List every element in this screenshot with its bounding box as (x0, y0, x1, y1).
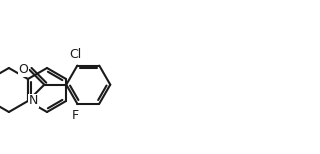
Text: N: N (29, 95, 38, 107)
Text: O: O (19, 63, 28, 76)
Text: Cl: Cl (69, 48, 81, 61)
Text: F: F (72, 109, 79, 122)
